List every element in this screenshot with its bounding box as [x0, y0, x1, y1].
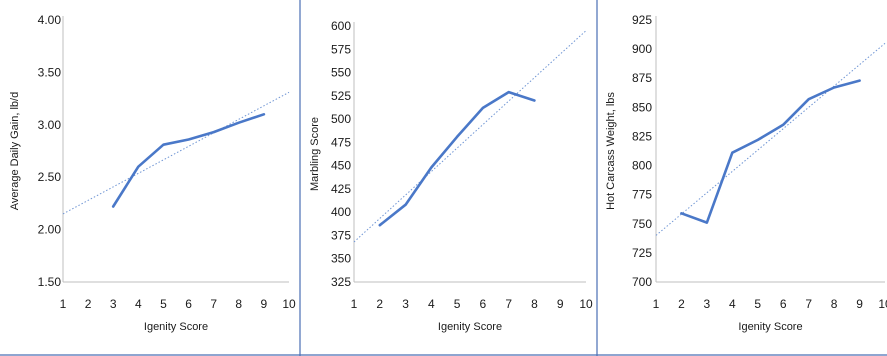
marbling-series-line [378, 90, 536, 227]
adg-y-tick-label: 3.00 [38, 118, 62, 132]
hcw-x-tick-label: 8 [831, 297, 838, 311]
adg-x-tick-label: 7 [210, 297, 217, 311]
marbling-y-tick-label: 500 [331, 112, 351, 126]
adg-x-axis-title: Igenity Score [144, 321, 208, 333]
adg-x-tick-label: 5 [160, 297, 167, 311]
marbling-x-tick-label: 8 [531, 297, 538, 311]
marbling-x-tick-label: 2 [376, 297, 383, 311]
adg-x-tick-label: 1 [60, 297, 67, 311]
hcw-y-axis-title: Hot Carcass Weight, lbs [605, 92, 617, 210]
hcw-x-axis-title: Igenity Score [738, 321, 802, 333]
hcw-y-tick-label: 850 [632, 100, 652, 114]
marbling-y-tick-label: 425 [331, 182, 351, 196]
marbling-x-tick-label: 6 [480, 297, 487, 311]
marbling-y-tick-label: 475 [331, 135, 351, 149]
hcw-y-tick-label: 700 [632, 275, 652, 289]
marbling-x-tick-label: 1 [351, 297, 358, 311]
adg-y-tick-label: 1.50 [38, 275, 62, 289]
adg-y-axis-title: Average Daily Gain, lb/d [9, 92, 21, 210]
adg-y-tick-label: 3.50 [38, 65, 62, 79]
adg-x-tick-label: 9 [261, 297, 268, 311]
hcw-y-tick-label: 900 [632, 42, 652, 56]
adg-x-tick-label: 8 [235, 297, 242, 311]
marbling-y-tick-label: 325 [331, 275, 351, 289]
marbling-x-tick-label: 3 [402, 297, 409, 311]
marbling-y-tick-label: 525 [331, 89, 351, 103]
marbling-x-tick-label: 10 [579, 297, 593, 311]
hcw-x-tick-label: 3 [704, 297, 711, 311]
adg-series-line [111, 113, 266, 208]
hcw-series-line [680, 79, 861, 224]
hcw-y-tick-label: 825 [632, 129, 652, 143]
hcw-x-tick-label: 4 [729, 297, 736, 311]
marbling-x-tick-label: 5 [454, 297, 461, 311]
marbling-y-tick-label: 600 [331, 19, 351, 33]
marbling-y-tick-label: 450 [331, 159, 351, 173]
adg-x-tick-label: 2 [85, 297, 92, 311]
adg-y-tick-label: 2.00 [38, 223, 62, 237]
hcw-x-tick-label: 6 [780, 297, 787, 311]
hcw-x-tick-label: 9 [856, 297, 863, 311]
hcw-x-tick-label: 1 [653, 297, 660, 311]
marbling-x-axis-title: Igenity Score [438, 321, 502, 333]
hcw-y-tick-label: 775 [632, 188, 652, 202]
marbling-y-tick-label: 575 [331, 42, 351, 56]
hcw-x-tick-label: 10 [878, 297, 887, 311]
marbling-y-tick-label: 400 [331, 205, 351, 219]
marbling-y-tick-label: 350 [331, 252, 351, 266]
hcw-x-tick-label: 2 [678, 297, 685, 311]
adg-y-tick-label: 4.00 [38, 13, 62, 27]
hcw-x-tick-label: 7 [805, 297, 812, 311]
marbling-y-tick-label: 550 [331, 66, 351, 80]
marbling-trend-line [353, 30, 587, 243]
adg-y-tick-label: 2.50 [38, 170, 62, 184]
marbling-y-axis-title: Marbling Score [309, 117, 321, 191]
hcw-y-tick-label: 750 [632, 217, 652, 231]
marbling-x-tick-label: 9 [557, 297, 564, 311]
adg-x-tick-label: 6 [185, 297, 192, 311]
adg-x-tick-label: 10 [282, 297, 296, 311]
marbling-x-tick-label: 4 [428, 297, 435, 311]
adg-x-tick-label: 4 [135, 297, 142, 311]
adg-trend-line [62, 91, 290, 215]
hcw-y-tick-label: 725 [632, 246, 652, 260]
hcw-y-tick-label: 800 [632, 159, 652, 173]
marbling-y-tick-label: 375 [331, 228, 351, 242]
hcw-x-tick-label: 5 [754, 297, 761, 311]
hcw-y-tick-label: 875 [632, 71, 652, 85]
adg-x-tick-label: 3 [110, 297, 117, 311]
hcw-y-tick-label: 925 [632, 13, 652, 27]
marbling-x-tick-label: 7 [505, 297, 512, 311]
hcw-trend-line [655, 42, 886, 236]
